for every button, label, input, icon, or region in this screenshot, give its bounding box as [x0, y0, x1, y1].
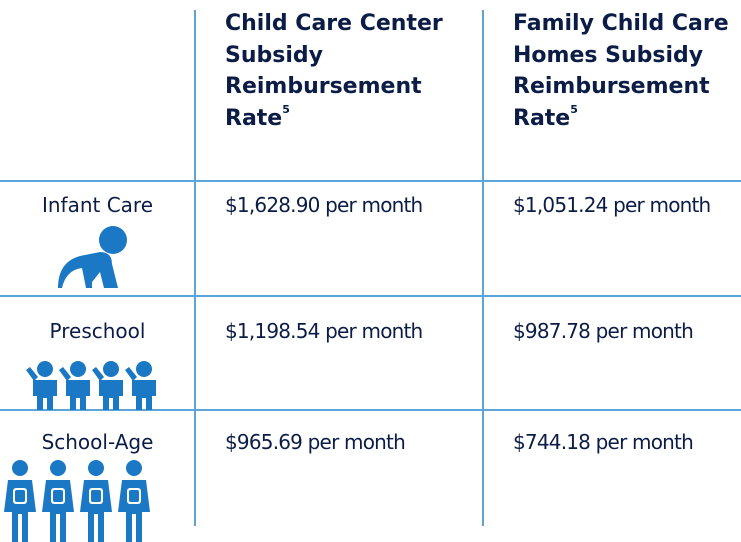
footnote-mark: 5	[570, 102, 578, 116]
preschool-icons	[26, 361, 156, 410]
cell: $987.78 per month	[513, 319, 694, 343]
column-header: Child Care Center Subsidy Reimbursement …	[225, 8, 445, 134]
cell: $1,051.24 per month	[513, 193, 711, 217]
row-label: Infant Care	[41, 193, 154, 217]
cell: $1,628.90 per month	[225, 193, 423, 217]
footnote-mark: 5	[282, 102, 290, 116]
cell: $1,198.54 per month	[225, 319, 423, 343]
school-age-icons	[4, 460, 150, 542]
row-divider	[0, 295, 741, 297]
header-text: Child Care Center Subsidy Reimbursement …	[225, 11, 443, 131]
row-divider	[0, 180, 741, 182]
column-header: Family Child Care Homes Subsidy Reimburs…	[513, 8, 733, 134]
row-divider	[0, 409, 741, 411]
column-divider	[482, 10, 484, 526]
row-label: School-Age	[41, 430, 154, 454]
row-label: Preschool	[49, 319, 146, 343]
infant-icon	[58, 226, 127, 288]
column-divider	[194, 10, 196, 526]
cell: $744.18 per month	[513, 430, 694, 454]
header-text: Family Child Care Homes Subsidy Reimburs…	[513, 11, 729, 131]
cell: $965.69 per month	[225, 430, 406, 454]
